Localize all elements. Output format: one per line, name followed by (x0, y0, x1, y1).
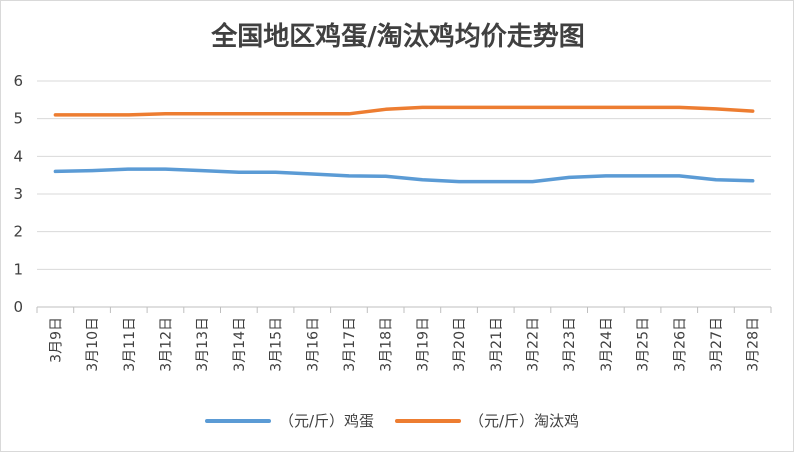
x-tick-label: 3月23日 (562, 317, 578, 372)
x-tick-label: 3月28日 (746, 317, 762, 372)
x-tick-label: 3月13日 (195, 317, 211, 372)
x-tick-label: 3月24日 (599, 317, 615, 372)
x-tick-label: 3月25日 (636, 317, 652, 372)
series-line-1 (53, 105, 755, 117)
series-layer (53, 105, 755, 184)
y-tick-label: 4 (13, 147, 23, 165)
x-tick-label: 3月9日 (48, 317, 64, 363)
chart-title: 全国地区鸡蛋/淘汰鸡均价走势图 (210, 21, 585, 52)
x-tick-label: 3月22日 (525, 317, 541, 372)
x-tick-label: 3月16日 (305, 317, 321, 372)
y-axis: 0 1 2 3 4 5 6 (13, 72, 23, 316)
series-line-0 (53, 167, 755, 184)
x-tick-label: 3月17日 (342, 317, 358, 372)
x-tick-label: 3月11日 (122, 317, 138, 372)
y-tick-label: 3 (13, 185, 23, 203)
legend-label: （元/斤）鸡蛋 (279, 412, 374, 430)
x-tick-label: 3月27日 (709, 317, 725, 372)
x-tick-label: 3月10日 (85, 317, 101, 372)
y-tick-label: 5 (13, 110, 23, 128)
x-tick-label: 3月26日 (672, 317, 688, 372)
y-tick-label: 1 (13, 260, 23, 278)
x-tick-label: 3月18日 (379, 317, 395, 372)
x-axis: 3月9日 3月10日 3月11日 3月12日 3月13日 3月14日 3月15日 3月16日 3… (36, 307, 772, 372)
y-tick-label: 6 (13, 72, 23, 90)
x-tick-label: 3月19日 (415, 317, 431, 372)
gridlines (37, 80, 771, 308)
x-tick-label: 3月14日 (232, 317, 248, 372)
x-tick-label: 3月20日 (452, 317, 468, 372)
x-tick-label: 3月15日 (269, 317, 285, 372)
x-tick-label: 3月12日 (158, 317, 174, 372)
legend-label: （元/斤）淘汰鸡 (469, 412, 579, 430)
y-tick-label: 2 (13, 223, 23, 241)
legend: （元/斤）鸡蛋 （元/斤）淘汰鸡 (205, 412, 579, 430)
y-tick-label: 0 (13, 298, 23, 316)
x-tick-label: 3月21日 (489, 317, 505, 372)
